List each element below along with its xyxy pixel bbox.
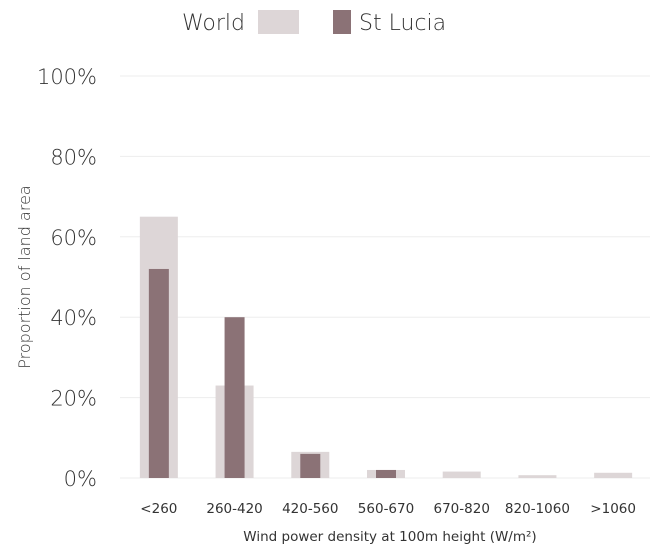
bar-world bbox=[518, 475, 557, 478]
y-tick-label: 60% bbox=[50, 226, 97, 250]
x-axis-label: Wind power density at 100m height (W/m²) bbox=[243, 529, 536, 545]
bar-world bbox=[594, 472, 633, 478]
y-tick-label: 40% bbox=[50, 306, 97, 330]
y-axis-label: Proportion of land area bbox=[15, 185, 34, 368]
bar-st-lucia bbox=[148, 268, 169, 478]
gridlines bbox=[120, 75, 650, 479]
x-tick-label: 820-1060 bbox=[505, 501, 570, 517]
y-tick-label: 80% bbox=[50, 145, 97, 169]
x-tick-label: <260 bbox=[140, 501, 177, 517]
bars bbox=[139, 216, 633, 478]
x-tick-label: 260-420 bbox=[206, 501, 262, 517]
x-tick-label: >1060 bbox=[590, 501, 636, 517]
x-tick-label: 560-670 bbox=[358, 501, 414, 517]
y-tick-label: 20% bbox=[50, 387, 97, 411]
legend: World St Lucia bbox=[182, 10, 446, 36]
y-tick-label: 100% bbox=[37, 65, 97, 89]
x-tick-label: 420-560 bbox=[282, 501, 338, 517]
bar-st-lucia bbox=[300, 453, 321, 478]
legend-swatch-world bbox=[258, 10, 299, 34]
y-axis-ticks: 0% 20% 40% 60% 80% 100% bbox=[37, 65, 97, 491]
bar-st-lucia bbox=[376, 469, 396, 478]
legend-label-st-lucia: St Lucia bbox=[359, 11, 446, 36]
x-tick-label: 670-820 bbox=[434, 501, 490, 517]
legend-label-world: World bbox=[182, 11, 245, 36]
legend-swatch-st-lucia bbox=[333, 10, 351, 34]
bar-world bbox=[442, 471, 481, 478]
bar-st-lucia bbox=[224, 317, 245, 478]
y-tick-label: 0% bbox=[64, 467, 97, 491]
x-axis-ticks: <260 260-420 420-560 560-670 670-820 820-1060… bbox=[140, 501, 636, 517]
